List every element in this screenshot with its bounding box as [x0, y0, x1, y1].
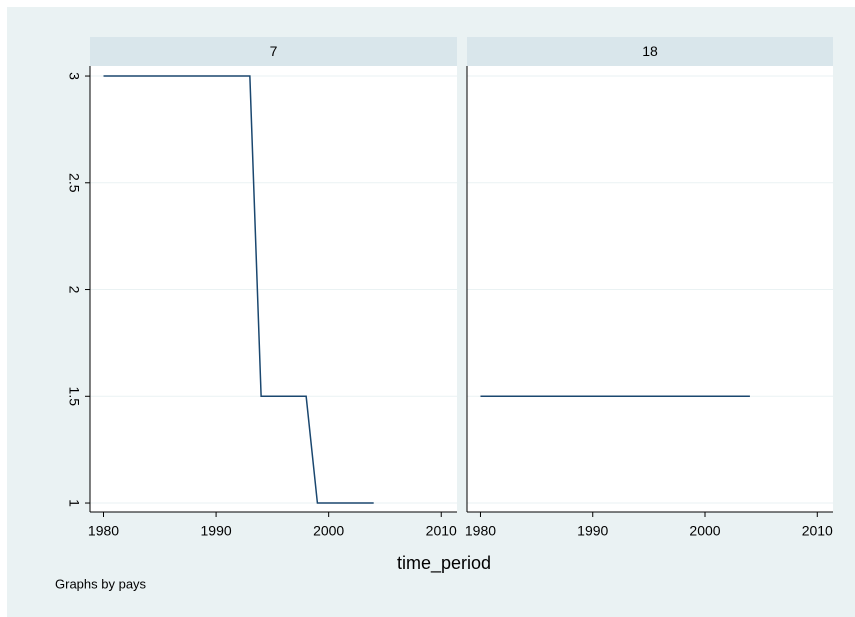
x-tick-label: 2010: [802, 523, 833, 539]
plot-area: [467, 66, 833, 512]
panel-header: [90, 37, 457, 66]
y-tick-label: 3: [66, 72, 82, 80]
x-tick-label: 1980: [465, 523, 496, 539]
note: Graphs by pays: [55, 576, 147, 591]
panel-header: [467, 37, 833, 66]
panel-title: 7: [270, 43, 278, 59]
y-tick-label: 1: [66, 499, 82, 507]
x-tick-label: 2010: [426, 523, 457, 539]
x-axis-title: time_period: [397, 553, 491, 574]
y-tick-label: 2: [66, 286, 82, 294]
y-tick-label: 1.5: [66, 387, 82, 407]
x-tick-label: 1990: [201, 523, 232, 539]
x-tick-label: 2000: [313, 523, 344, 539]
x-tick-label: 1990: [577, 523, 608, 539]
plot-area: [90, 66, 457, 512]
panel-title: 18: [642, 43, 658, 59]
x-tick-label: 1980: [88, 523, 119, 539]
x-tick-label: 2000: [689, 523, 720, 539]
y-tick-label: 2.5: [66, 173, 82, 193]
data-line: [103, 75, 374, 504]
